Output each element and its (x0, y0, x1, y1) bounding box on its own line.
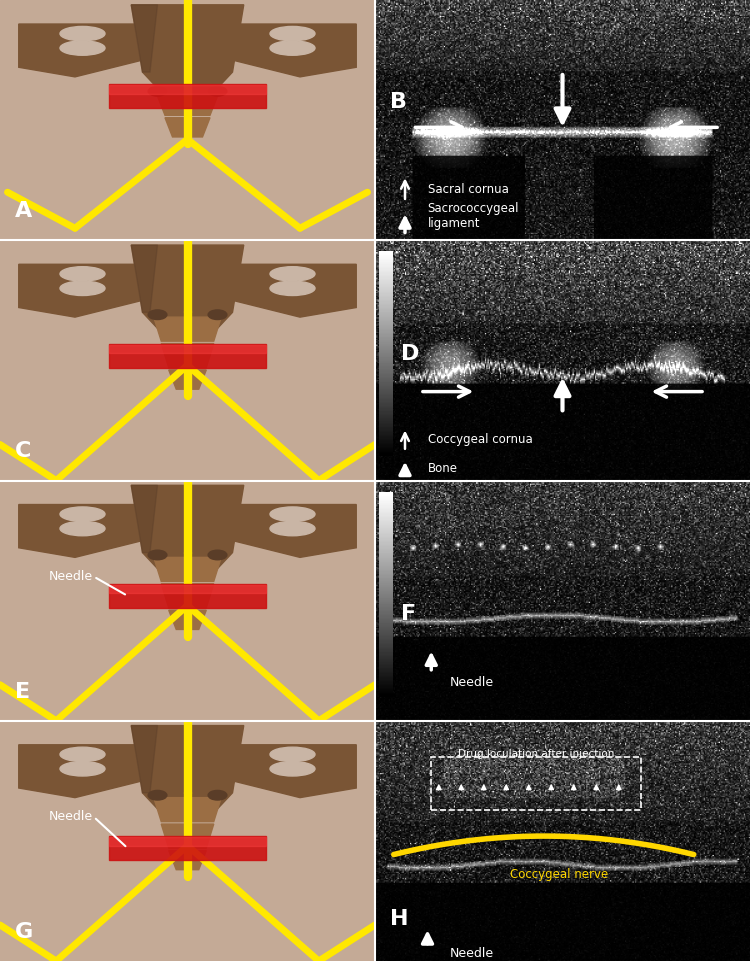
Polygon shape (19, 264, 142, 317)
Polygon shape (19, 24, 142, 77)
Ellipse shape (208, 86, 226, 96)
Bar (431, 757, 641, 809)
Ellipse shape (270, 281, 315, 295)
Ellipse shape (270, 507, 315, 521)
Polygon shape (232, 24, 356, 77)
Polygon shape (131, 5, 244, 96)
Text: Drug loculation after injection: Drug loculation after injection (458, 750, 614, 759)
Polygon shape (232, 745, 356, 798)
Text: Coccygeal nerve: Coccygeal nerve (510, 868, 608, 881)
Polygon shape (154, 557, 221, 581)
Ellipse shape (60, 26, 105, 40)
Polygon shape (19, 505, 142, 557)
Polygon shape (169, 850, 206, 870)
Ellipse shape (60, 281, 105, 295)
Text: Needle: Needle (49, 810, 93, 824)
Polygon shape (19, 745, 142, 798)
Ellipse shape (208, 309, 226, 319)
Polygon shape (232, 505, 356, 557)
Text: Needle: Needle (450, 948, 494, 960)
Ellipse shape (60, 521, 105, 535)
Polygon shape (161, 583, 214, 607)
Polygon shape (169, 610, 206, 629)
Text: Needle: Needle (49, 570, 93, 583)
Text: Coccygeal cornua: Coccygeal cornua (427, 433, 532, 446)
Text: Sacrococcygeal
ligament: Sacrococcygeal ligament (427, 202, 519, 231)
Ellipse shape (208, 550, 226, 559)
Ellipse shape (60, 507, 105, 521)
Ellipse shape (148, 550, 166, 559)
Polygon shape (154, 798, 221, 822)
Polygon shape (165, 117, 210, 136)
Polygon shape (161, 824, 214, 848)
Polygon shape (169, 370, 206, 389)
Bar (109, 583, 266, 607)
Ellipse shape (270, 40, 315, 55)
Ellipse shape (270, 761, 315, 776)
Text: G: G (15, 922, 33, 942)
Ellipse shape (60, 266, 105, 281)
Ellipse shape (60, 40, 105, 55)
Polygon shape (158, 96, 218, 115)
Text: A: A (15, 201, 32, 221)
Bar (109, 84, 266, 108)
Ellipse shape (148, 790, 166, 800)
Ellipse shape (60, 761, 105, 776)
Ellipse shape (208, 790, 226, 800)
Text: E: E (15, 681, 30, 702)
Polygon shape (131, 245, 158, 312)
Bar (109, 837, 266, 846)
Polygon shape (131, 726, 158, 793)
Polygon shape (154, 317, 221, 341)
Text: F: F (401, 604, 416, 624)
Text: B: B (390, 92, 407, 112)
Bar (109, 836, 266, 860)
Text: D: D (401, 344, 420, 364)
Polygon shape (131, 245, 244, 336)
Ellipse shape (60, 748, 105, 761)
Text: Needle: Needle (450, 676, 494, 689)
Polygon shape (131, 485, 244, 577)
Bar (109, 585, 266, 593)
Text: Sacral cornua: Sacral cornua (427, 184, 508, 196)
Text: Bone: Bone (427, 462, 458, 475)
Ellipse shape (270, 748, 315, 761)
Polygon shape (161, 343, 214, 367)
Polygon shape (232, 264, 356, 317)
Bar (109, 345, 266, 353)
Bar (109, 86, 266, 93)
Bar (109, 343, 266, 367)
Ellipse shape (270, 266, 315, 281)
Polygon shape (131, 5, 158, 72)
Polygon shape (131, 485, 158, 553)
Ellipse shape (270, 521, 315, 535)
Ellipse shape (148, 309, 166, 319)
Text: H: H (390, 909, 409, 929)
Polygon shape (131, 726, 244, 817)
Ellipse shape (148, 86, 166, 96)
Text: C: C (15, 441, 32, 461)
Ellipse shape (270, 26, 315, 40)
